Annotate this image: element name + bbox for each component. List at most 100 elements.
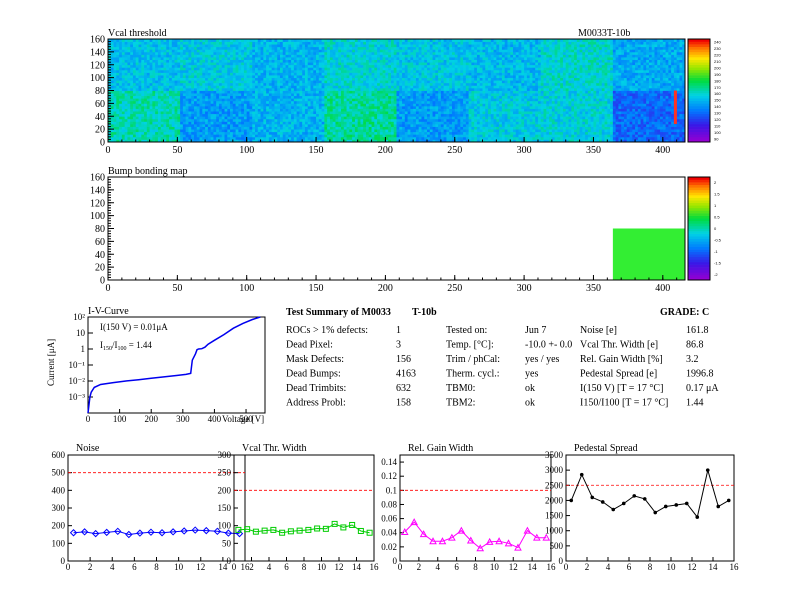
vcal-cell: [354, 98, 359, 102]
vcal-cell: [119, 100, 123, 104]
vcal-cell: [424, 136, 428, 140]
vcal-cell: [560, 113, 564, 117]
vcal-cell: [191, 62, 195, 66]
vcal-cell: [110, 113, 114, 117]
vcal-cell: [149, 64, 153, 68]
vcal-cell: [346, 118, 350, 122]
vcal-cell: [546, 103, 550, 107]
vcal-cell: [407, 95, 411, 99]
vcal-cell: [205, 64, 209, 68]
vcal-cell: [463, 100, 467, 104]
vcal-cell: [618, 93, 622, 97]
vcal-cell: [213, 67, 217, 71]
vcal-cell: [238, 108, 242, 112]
vcal-cell: [169, 139, 173, 143]
vcal-cell: [576, 131, 580, 135]
vcal-cell: [171, 95, 175, 99]
vcal-cell: [457, 129, 461, 133]
vcal-cell: [263, 95, 267, 99]
vcal-cell: [468, 93, 472, 97]
vcal-cell: [113, 46, 117, 50]
vcal-cell: [377, 90, 381, 94]
vcal-cell: [454, 131, 458, 135]
vcal-cell: [571, 95, 575, 99]
vcal-cell: [368, 123, 372, 127]
vcal-cell: [291, 100, 295, 104]
vcal-cell: [169, 103, 173, 107]
vcal-cell: [332, 121, 336, 125]
vcal-cell: [296, 100, 300, 104]
vcal-cell: [382, 121, 386, 125]
vcal-cell: [610, 95, 614, 99]
vcal-cell: [124, 77, 128, 81]
vcal-cell: [349, 98, 353, 102]
vcal-cell: [474, 95, 478, 99]
vcal-cell: [471, 139, 475, 143]
vcal-cell: [130, 103, 134, 107]
vcal-cell: [202, 121, 206, 125]
vcal-cell: [385, 121, 389, 125]
vcal-cell: [485, 93, 489, 97]
vcal-cell: [141, 93, 145, 97]
vcal-cell: [116, 129, 120, 133]
vcal-cell: [399, 90, 403, 94]
vcal-cell: [562, 105, 567, 109]
vcal-cell: [144, 77, 148, 81]
vcal-cell: [476, 123, 481, 127]
vcal-cell: [551, 113, 556, 117]
vcal-cell: [155, 87, 159, 91]
vcal-cell: [199, 75, 203, 79]
vcal-cell: [327, 113, 331, 117]
vcal-cell: [579, 90, 583, 94]
vcal-cell: [343, 95, 347, 99]
vcal-cell: [207, 118, 212, 122]
vcal-cell: [218, 136, 223, 140]
vcal-cell: [438, 126, 442, 130]
vcal-cell: [169, 80, 173, 84]
vcal-cell: [474, 121, 478, 125]
vcal-cell: [271, 139, 275, 143]
vcal-cell: [549, 113, 553, 117]
vcal-cell: [371, 121, 375, 125]
vcal-cell: [565, 93, 569, 97]
vcal-cell: [532, 100, 536, 104]
vcal-cell: [313, 90, 317, 94]
vcal-cell: [643, 126, 647, 130]
vcal-cell: [518, 121, 522, 125]
vcal-cell: [579, 100, 583, 104]
vcal-cell: [593, 129, 597, 133]
vcal-cell: [557, 98, 561, 102]
vcal-cell: [191, 82, 195, 86]
vcal-cell: [676, 90, 680, 94]
vcal-cell: [404, 118, 408, 122]
vcal-cell: [635, 93, 639, 97]
vcal-cell: [421, 116, 425, 120]
vcal-cell: [196, 95, 200, 99]
vcal-cell: [218, 59, 223, 63]
vcal-cell: [349, 139, 353, 143]
vcal-cell: [490, 121, 494, 125]
vcal-cell: [202, 134, 206, 138]
vcal-cell: [196, 136, 200, 140]
vcal-cell: [413, 108, 417, 112]
vcal-cell: [304, 129, 309, 133]
vcal-cell: [451, 111, 456, 115]
vcal-cell: [518, 118, 522, 122]
vcal-cell: [640, 111, 644, 115]
vcal-cell: [207, 62, 212, 66]
vcal-cell: [549, 118, 553, 122]
vcal-cell: [241, 113, 245, 117]
vcal-cell: [146, 62, 151, 66]
vcal-cell: [604, 139, 608, 143]
vcal-cell: [451, 116, 456, 120]
vcal-cell: [171, 82, 175, 86]
vcal-cell: [643, 131, 647, 135]
vcal-cell: [590, 116, 594, 120]
vcal-cell: [110, 75, 114, 79]
vcal-cell: [532, 118, 536, 122]
vcal-cell: [302, 100, 306, 104]
vcal-cell: [379, 98, 384, 102]
vcal-cell: [662, 93, 666, 97]
vcal-cell: [513, 103, 517, 107]
vcal-cell: [141, 121, 145, 125]
